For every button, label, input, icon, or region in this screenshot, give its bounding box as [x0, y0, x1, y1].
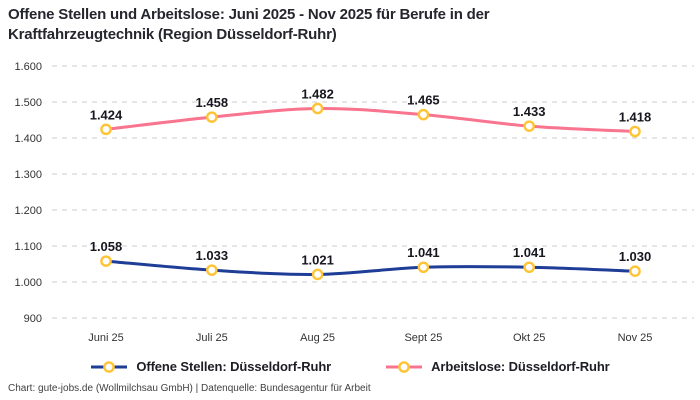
data-point-label: 1.058	[90, 239, 123, 254]
data-point-label: 1.433	[513, 104, 546, 119]
x-tick-label: Nov 25	[618, 332, 653, 344]
legend-marker-icon-0	[103, 360, 116, 373]
data-point-label: 1.418	[619, 110, 652, 125]
data-point-label: 1.424	[90, 107, 123, 122]
y-tick-label: 1.300	[14, 169, 42, 181]
data-point-marker	[523, 120, 536, 132]
data-point-label: 1.465	[407, 93, 440, 108]
data-point-marker	[523, 261, 536, 274]
data-point-label: 1.033	[196, 248, 229, 263]
data-point-marker	[205, 111, 218, 123]
data-point-marker	[629, 265, 641, 278]
y-tick-label: 1.500	[14, 97, 42, 109]
data-point-marker	[100, 255, 112, 267]
x-tick-label: Sept 25	[404, 332, 442, 344]
data-point-label: 1.482	[301, 86, 334, 101]
x-tick-label: Juli 25	[196, 332, 228, 344]
x-tick-label: Juni 25	[88, 332, 123, 344]
data-point-marker	[417, 261, 430, 274]
data-point-marker	[100, 123, 112, 136]
legend-marker-icon-1	[398, 360, 410, 373]
y-tick-label: 1.400	[14, 133, 42, 145]
source-attribution: Chart: gute-jobs.de (Wollmilchsau GmbH) …	[8, 383, 371, 394]
y-tick-label: 1.200	[14, 205, 42, 217]
legend-swatch-line-1	[386, 360, 423, 373]
legend: Offene Stellen: Düsseldorf-Ruhr Arbeitsl…	[0, 359, 700, 374]
x-tick-label: Aug 25	[300, 332, 335, 344]
legend-item-arbeitslose[interactable]: Arbeitslose: Düsseldorf-Ruhr	[385, 359, 610, 374]
series-line-0	[104, 259, 637, 276]
legend-item-offene-stellen[interactable]: Offene Stellen: Düsseldorf-Ruhr	[90, 359, 331, 374]
data-point-marker	[417, 108, 430, 121]
x-tick-label: Okt 25	[513, 332, 545, 344]
data-point-label: 1.030	[619, 249, 652, 264]
legend-label-arbeitslose: Arbeitslose: Düsseldorf-Ruhr	[431, 359, 610, 374]
data-point-label: 1.458	[196, 95, 229, 110]
y-tick-label: 1.100	[14, 241, 42, 253]
data-point-label: 1.021	[301, 252, 334, 267]
data-point-marker	[629, 125, 641, 138]
legend-swatch-line-0	[91, 360, 128, 373]
data-point-label: 1.041	[513, 245, 546, 260]
y-tick-label: 1.600	[14, 61, 42, 73]
y-tick-label: 1.000	[14, 277, 42, 289]
chart-title: Offene Stellen und Arbeitslose: Juni 202…	[8, 6, 490, 43]
data-point-marker	[311, 102, 324, 115]
series-line-1	[104, 106, 637, 134]
data-point-marker	[205, 264, 218, 276]
data-point-marker	[311, 268, 324, 281]
legend-label-offene-stellen: Offene Stellen: Düsseldorf-Ruhr	[136, 359, 332, 374]
data-point-label: 1.041	[407, 245, 440, 260]
y-tick-label: 900	[24, 313, 42, 325]
